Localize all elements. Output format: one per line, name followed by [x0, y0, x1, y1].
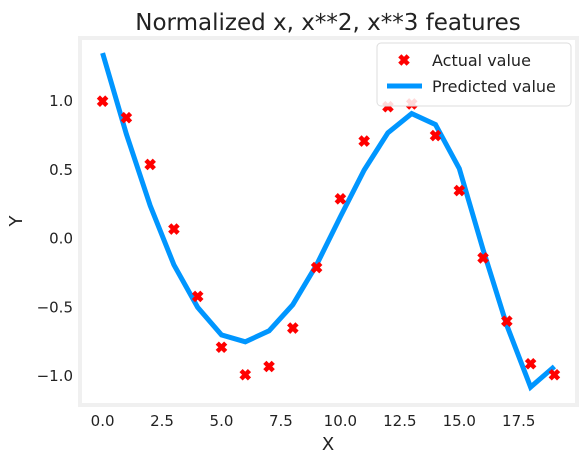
legend-label-predicted: Predicted value: [432, 77, 556, 96]
legend-marker-actual: [398, 54, 410, 66]
chart-title: Normalized x, x**2, x**3 features: [135, 10, 520, 36]
actual-points: [96, 95, 561, 381]
actual-point: [215, 341, 228, 354]
y-tick-label: 0.0: [49, 230, 73, 248]
y-tick-label: 0.5: [49, 161, 73, 179]
actual-point: [548, 368, 561, 381]
actual-point: [287, 322, 299, 334]
legend-entry-actual: Actual value: [398, 51, 531, 70]
x-tick-label: 10.0: [324, 412, 357, 430]
x-tick-label: 17.5: [502, 412, 535, 430]
actual-point: [168, 223, 180, 235]
actual-point: [477, 252, 489, 264]
x-tick-label: 2.5: [150, 412, 174, 430]
predicted-line: [100, 52, 557, 392]
x-tick-label: 12.5: [383, 412, 416, 430]
x-tick-label: 7.5: [269, 412, 293, 430]
y-tick-label: −0.5: [37, 298, 73, 316]
legend-entry-predicted: Predicted value: [387, 77, 556, 96]
actual-point: [334, 193, 347, 205]
x-tick-label: 0.0: [91, 412, 115, 430]
x-axis-label: X: [322, 434, 334, 455]
actual-point: [191, 290, 204, 303]
series-layer: [96, 52, 561, 392]
actual-point: [358, 135, 370, 147]
legend-box: [376, 42, 572, 107]
actual-point: [239, 368, 252, 381]
actual-point: [96, 95, 109, 108]
legend-label-actual: Actual value: [432, 51, 531, 70]
y-axis-label: Y: [6, 215, 27, 228]
x-tick-group: 0.0 2.5 5.0 7.5 10.0 12.5 15.0 17.5: [91, 412, 536, 430]
actual-point: [501, 315, 513, 327]
actual-point: [310, 261, 323, 274]
y-tick-group: −1.0 −0.5 0.0 0.5 1.0: [37, 92, 73, 385]
y-tick-label: −1.0: [37, 367, 73, 385]
actual-point: [453, 184, 466, 197]
actual-point: [263, 360, 275, 373]
y-tick-label: 1.0: [49, 92, 73, 110]
actual-point: [524, 357, 537, 370]
actual-point: [120, 111, 133, 124]
x-tick-label: 5.0: [210, 412, 234, 430]
actual-point: [144, 158, 156, 171]
legend: Actual value Predicted value: [376, 42, 572, 107]
x-tick-label: 15.0: [443, 412, 476, 430]
actual-point: [429, 129, 442, 142]
legend-x-marker: [398, 54, 410, 66]
